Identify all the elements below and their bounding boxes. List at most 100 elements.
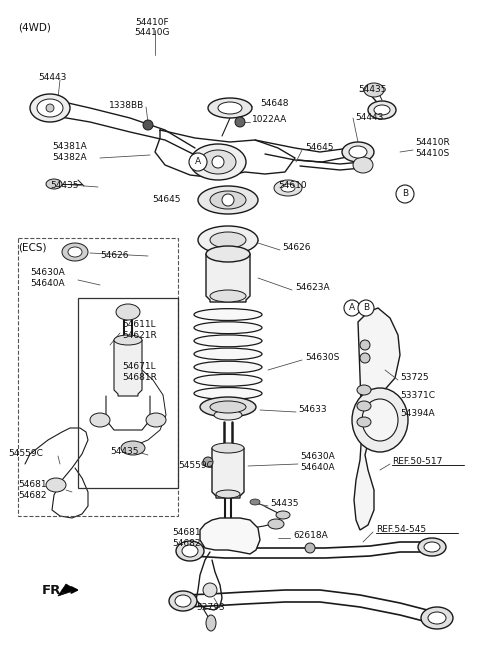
Ellipse shape [37, 99, 63, 117]
Ellipse shape [114, 335, 142, 345]
Ellipse shape [250, 499, 260, 505]
Ellipse shape [62, 243, 88, 261]
Text: REF.50-517: REF.50-517 [392, 458, 443, 466]
Ellipse shape [194, 348, 262, 360]
Ellipse shape [210, 401, 246, 413]
Ellipse shape [210, 191, 246, 209]
Ellipse shape [30, 94, 70, 122]
Text: A: A [349, 303, 355, 312]
Ellipse shape [276, 511, 290, 519]
Text: FR.: FR. [42, 584, 67, 597]
Text: 54633: 54633 [298, 406, 326, 415]
Circle shape [222, 194, 234, 206]
Text: 54630A
54640A: 54630A 54640A [300, 452, 335, 471]
Circle shape [212, 156, 224, 168]
Ellipse shape [212, 443, 244, 453]
Ellipse shape [357, 417, 371, 427]
Polygon shape [354, 308, 400, 530]
Text: 54630A
54640A: 54630A 54640A [30, 269, 65, 288]
Text: 1022AA: 1022AA [252, 115, 287, 125]
Polygon shape [200, 518, 260, 554]
Ellipse shape [368, 101, 396, 119]
Ellipse shape [214, 410, 242, 420]
Text: 54381A
54382A: 54381A 54382A [52, 142, 87, 162]
Ellipse shape [194, 308, 262, 321]
Ellipse shape [46, 478, 66, 492]
Ellipse shape [200, 150, 236, 174]
Ellipse shape [421, 607, 453, 629]
Ellipse shape [194, 335, 262, 347]
Text: (ECS): (ECS) [18, 242, 47, 252]
Circle shape [203, 457, 213, 467]
Ellipse shape [364, 83, 384, 97]
Ellipse shape [90, 413, 110, 427]
Circle shape [143, 120, 153, 130]
Ellipse shape [146, 413, 166, 427]
Ellipse shape [374, 105, 390, 115]
Text: 54626: 54626 [100, 250, 129, 259]
Ellipse shape [281, 184, 295, 192]
Ellipse shape [206, 246, 250, 262]
Ellipse shape [418, 538, 446, 556]
Text: 53725: 53725 [400, 374, 429, 383]
Ellipse shape [190, 144, 246, 180]
Ellipse shape [169, 591, 197, 611]
Ellipse shape [349, 146, 367, 158]
Circle shape [305, 543, 315, 553]
Ellipse shape [274, 180, 302, 196]
Text: 52793: 52793 [196, 604, 225, 612]
Text: 54648: 54648 [260, 100, 288, 108]
Ellipse shape [68, 247, 82, 257]
Text: 54435: 54435 [270, 499, 299, 509]
Text: A: A [195, 158, 201, 166]
Circle shape [344, 300, 360, 316]
Ellipse shape [216, 490, 240, 498]
Ellipse shape [424, 542, 440, 552]
Circle shape [360, 353, 370, 363]
Circle shape [189, 153, 207, 171]
Circle shape [396, 185, 414, 203]
Text: 53371C: 53371C [400, 391, 435, 400]
Ellipse shape [176, 541, 204, 561]
Circle shape [203, 583, 217, 597]
Ellipse shape [353, 157, 373, 173]
Ellipse shape [428, 612, 446, 624]
Ellipse shape [357, 401, 371, 411]
Text: 54611L
54621R: 54611L 54621R [122, 320, 157, 340]
Ellipse shape [357, 385, 371, 395]
Text: 54610: 54610 [278, 181, 307, 190]
Ellipse shape [198, 186, 258, 214]
Text: 54630S: 54630S [305, 353, 339, 363]
Polygon shape [212, 448, 244, 498]
Polygon shape [206, 254, 250, 302]
Text: 54645: 54645 [153, 196, 181, 205]
Text: B: B [402, 190, 408, 198]
Ellipse shape [194, 387, 262, 399]
Ellipse shape [268, 519, 284, 529]
Text: 54626: 54626 [282, 243, 311, 252]
Text: 54443: 54443 [38, 74, 66, 83]
Text: 54394A: 54394A [400, 409, 434, 419]
Circle shape [235, 117, 245, 127]
Text: 54410R
54410S: 54410R 54410S [415, 138, 450, 158]
Ellipse shape [194, 374, 262, 386]
Ellipse shape [218, 102, 242, 114]
Text: 54435: 54435 [358, 85, 386, 93]
Ellipse shape [362, 399, 398, 441]
Ellipse shape [200, 397, 256, 417]
Ellipse shape [210, 290, 246, 302]
Polygon shape [58, 584, 76, 596]
Text: 1338BB: 1338BB [109, 102, 144, 110]
Text: 54645: 54645 [305, 143, 334, 153]
Text: (4WD): (4WD) [18, 22, 51, 32]
Text: 54671L
54681R: 54671L 54681R [122, 363, 157, 381]
Text: 54623A: 54623A [295, 284, 330, 293]
Text: REF.54-545: REF.54-545 [376, 526, 426, 535]
Text: 54443: 54443 [355, 113, 384, 121]
Ellipse shape [116, 304, 140, 320]
Text: 54681
54682: 54681 54682 [172, 528, 201, 548]
Circle shape [360, 340, 370, 350]
Text: 54435: 54435 [50, 181, 79, 190]
Ellipse shape [198, 226, 258, 254]
Ellipse shape [210, 232, 246, 248]
